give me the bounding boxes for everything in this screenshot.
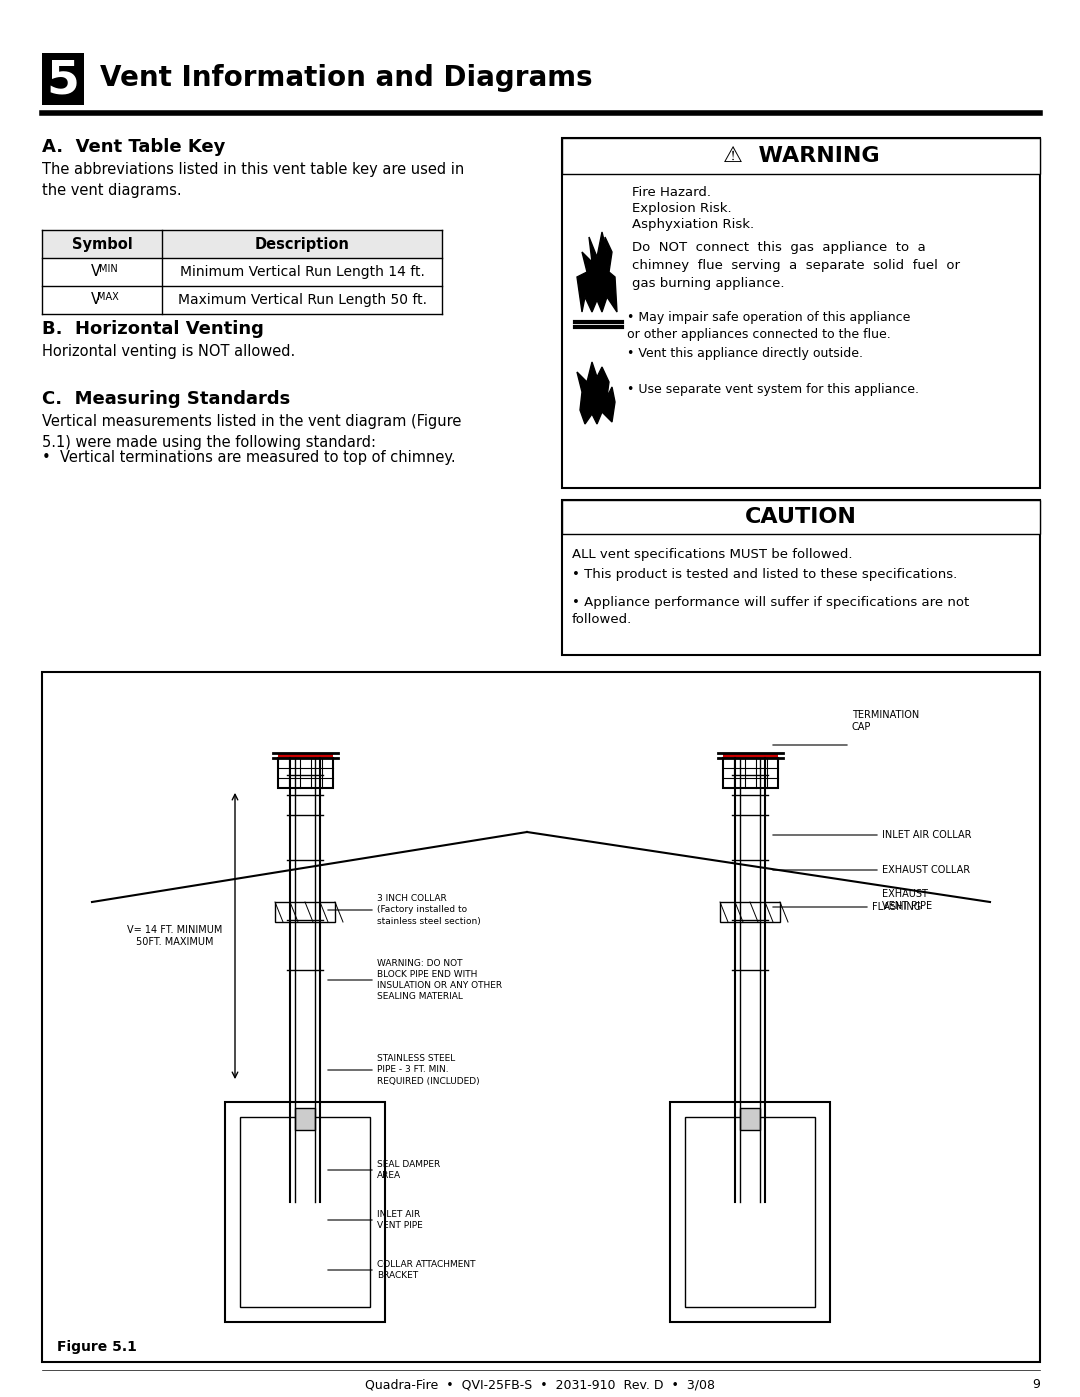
Text: • May impair safe operation of this appliance
or other appliances connected to t: • May impair safe operation of this appl…	[627, 312, 910, 341]
Bar	[740, 1108, 760, 1130]
Bar	[295, 1108, 315, 1130]
Text: FLASHING: FLASHING	[872, 902, 921, 912]
Text: B.  Horizontal Venting: B. Horizontal Venting	[42, 320, 264, 338]
Text: Quadra-Fire  •  QVI-25FB-S  •  2031-910  Rev. D  •  3/08: Quadra-Fire • QVI-25FB-S • 2031-910 Rev.…	[365, 1379, 715, 1391]
Text: EXHAUST COLLAR: EXHAUST COLLAR	[882, 865, 970, 875]
Bar	[275, 902, 335, 922]
Text: WARNING: DO NOT
BLOCK PIPE END WITH
INSULATION OR ANY OTHER
SEALING MATERIAL: WARNING: DO NOT BLOCK PIPE END WITH INSU…	[377, 958, 502, 1002]
Bar	[562, 500, 1040, 534]
Text: 9: 9	[1032, 1379, 1040, 1391]
Text: Description: Description	[255, 236, 350, 251]
Text: INLET AIR COLLAR: INLET AIR COLLAR	[882, 830, 972, 840]
Polygon shape	[577, 362, 615, 425]
Text: MIN: MIN	[98, 264, 118, 274]
Text: V= 14 FT. MINIMUM
50FT. MAXIMUM: V= 14 FT. MINIMUM 50FT. MAXIMUM	[127, 925, 222, 947]
Bar	[42, 231, 442, 258]
Bar	[562, 138, 1040, 488]
Text: TERMINATION
CAP: TERMINATION CAP	[852, 711, 919, 732]
Text: Vertical measurements listed in the vent diagram (Figure
5.1) were made using th: Vertical measurements listed in the vent…	[42, 414, 461, 450]
Text: Vent Information and Diagrams: Vent Information and Diagrams	[100, 64, 593, 92]
Text: STAINLESS STEEL
PIPE - 3 FT. MIN.
REQUIRED (INCLUDED): STAINLESS STEEL PIPE - 3 FT. MIN. REQUIR…	[377, 1055, 480, 1085]
Text: The abbreviations listed in this vent table key are used in
the vent diagrams.: The abbreviations listed in this vent ta…	[42, 162, 464, 198]
Text: MAX: MAX	[97, 292, 119, 302]
Text: Explosion Risk.: Explosion Risk.	[632, 203, 731, 215]
Text: SEAL DAMPER
AREA: SEAL DAMPER AREA	[377, 1160, 441, 1180]
Text: INLET AIR
VENT PIPE: INLET AIR VENT PIPE	[377, 1210, 422, 1229]
Text: • Use separate vent system for this appliance.: • Use separate vent system for this appl…	[627, 383, 919, 395]
Text: COLLAR ATTACHMENT
BRACKET: COLLAR ATTACHMENT BRACKET	[377, 1260, 475, 1280]
Text: Maximum Vertical Run Length 50 ft.: Maximum Vertical Run Length 50 ft.	[177, 293, 427, 307]
Text: C.  Measuring Standards: C. Measuring Standards	[42, 390, 291, 408]
Text: Symbol: Symbol	[71, 236, 133, 251]
Bar	[685, 1118, 815, 1308]
Bar	[278, 759, 333, 788]
Text: ALL vent specifications MUST be followed.: ALL vent specifications MUST be followed…	[572, 548, 852, 562]
Text: 3 INCH COLLAR
(Factory installed to
stainless steel section): 3 INCH COLLAR (Factory installed to stai…	[377, 894, 481, 926]
Text: A.  Vent Table Key: A. Vent Table Key	[42, 138, 226, 156]
Text: V: V	[91, 292, 102, 307]
Bar	[723, 759, 778, 788]
Bar	[225, 1102, 384, 1322]
Polygon shape	[577, 232, 617, 312]
Text: Minimum Vertical Run Length 14 ft.: Minimum Vertical Run Length 14 ft.	[179, 265, 424, 279]
Text: EXHAUST
VENT PIPE: EXHAUST VENT PIPE	[882, 890, 932, 911]
Text: Horizontal venting is NOT allowed.: Horizontal venting is NOT allowed.	[42, 344, 295, 359]
Bar	[562, 500, 1040, 655]
Bar	[562, 138, 1040, 175]
Text: Fire Hazard.: Fire Hazard.	[632, 186, 711, 198]
Bar	[670, 1102, 831, 1322]
Text: • Vent this appliance directly outside.: • Vent this appliance directly outside.	[627, 346, 863, 360]
Text: Asphyxiation Risk.: Asphyxiation Risk.	[632, 218, 754, 231]
Text: •  Vertical terminations are measured to top of chimney.: • Vertical terminations are measured to …	[42, 450, 456, 465]
Bar	[42, 672, 1040, 1362]
Text: Figure 5.1: Figure 5.1	[57, 1340, 137, 1354]
Bar	[720, 902, 780, 922]
Text: • Appliance performance will suffer if specifications are not
followed.: • Appliance performance will suffer if s…	[572, 597, 969, 626]
Text: Do  NOT  connect  this  gas  appliance  to  a
chimney  flue  serving  a  separat: Do NOT connect this gas appliance to a c…	[632, 242, 960, 291]
Bar	[278, 753, 333, 759]
Text: • This product is tested and listed to these specifications.: • This product is tested and listed to t…	[572, 569, 957, 581]
Text: ⚠  WARNING: ⚠ WARNING	[723, 147, 879, 166]
Text: 5: 5	[46, 59, 80, 103]
FancyBboxPatch shape	[42, 53, 84, 105]
Text: V: V	[91, 264, 102, 279]
Bar	[240, 1118, 370, 1308]
Bar	[723, 753, 778, 759]
Text: CAUTION: CAUTION	[745, 507, 856, 527]
